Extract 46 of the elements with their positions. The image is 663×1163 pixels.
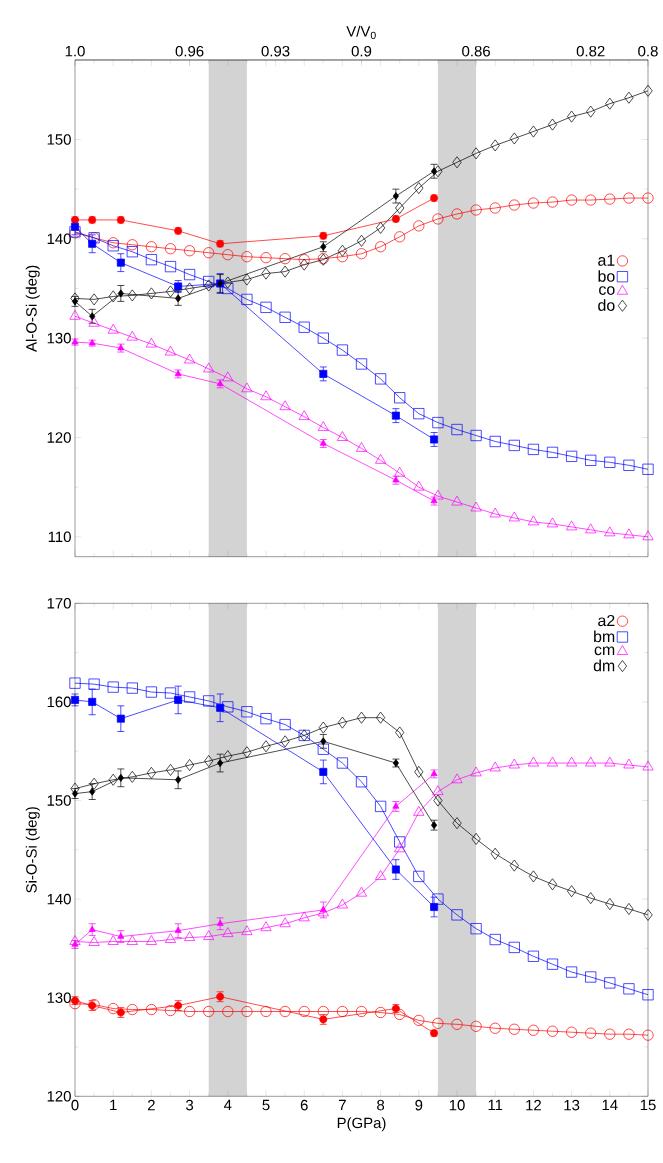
x-tick-label: 9 (415, 1099, 423, 1111)
legend-label: bm (594, 630, 615, 643)
x-tick-label: 3 (186, 1099, 194, 1111)
x-axis-title: P(GPa) (337, 1117, 386, 1132)
y-tick-label: 160 (47, 696, 71, 708)
legend-label: a1 (598, 254, 615, 266)
x2-tick-label: 0.93 (261, 45, 290, 57)
x2-tick-label: 0.96 (175, 45, 204, 57)
legend-label: cm (594, 646, 615, 656)
x-tick-label: 13 (564, 1099, 580, 1111)
x-tick-label: 8 (377, 1099, 385, 1111)
x-tick-label: 5 (262, 1099, 270, 1111)
legend-label: bo (598, 270, 615, 282)
x2-tick-label: 0.82 (576, 45, 605, 57)
y-tick-label: 110 (48, 531, 71, 543)
y-tick-label: 150 (47, 795, 71, 806)
x-tick-label: 15 (640, 1099, 656, 1111)
x-tick-label: 0 (71, 1099, 79, 1111)
y-tick-label: 150 (47, 134, 71, 145)
legend-label: do (598, 299, 615, 311)
x2-tick-label: 1.0 (65, 45, 85, 57)
y-tick-label: 170 (47, 598, 71, 609)
y-axis-title: Al-O-Si (deg) (25, 265, 40, 352)
y-tick-label: 140 (47, 893, 71, 905)
x-tick-label: 10 (449, 1099, 465, 1111)
x2-tick-label: 0.86 (462, 45, 490, 57)
x-tick-label: 1 (110, 1099, 117, 1111)
x2-tick-label: 0.9 (351, 45, 372, 57)
y-tick-label: 130 (47, 992, 71, 1003)
x-tick-label: 6 (300, 1099, 308, 1111)
x-tick-label: 14 (602, 1099, 618, 1111)
y-tick-label: 120 (47, 432, 71, 443)
x-tick-label: 11 (488, 1099, 503, 1111)
x-tick-label: 2 (148, 1099, 155, 1111)
legend-label: a2 (598, 614, 615, 627)
x2-tick-label: 0.8 (638, 45, 658, 57)
legend-label: co (599, 286, 615, 295)
y-tick-label: 130 (47, 332, 71, 344)
x-tick-label: 12 (526, 1099, 541, 1111)
y-tick-label: 140 (47, 233, 71, 245)
x2-axis-title: V/V$_{0}$ (346, 25, 376, 40)
x-tick-label: 4 (223, 1099, 232, 1111)
legend-label: dm (593, 659, 615, 672)
y-tick-label: 120 (47, 1091, 71, 1102)
x-tick-label: 7 (339, 1099, 346, 1111)
y-axis-title: Si-O-Si (deg) (25, 807, 40, 893)
